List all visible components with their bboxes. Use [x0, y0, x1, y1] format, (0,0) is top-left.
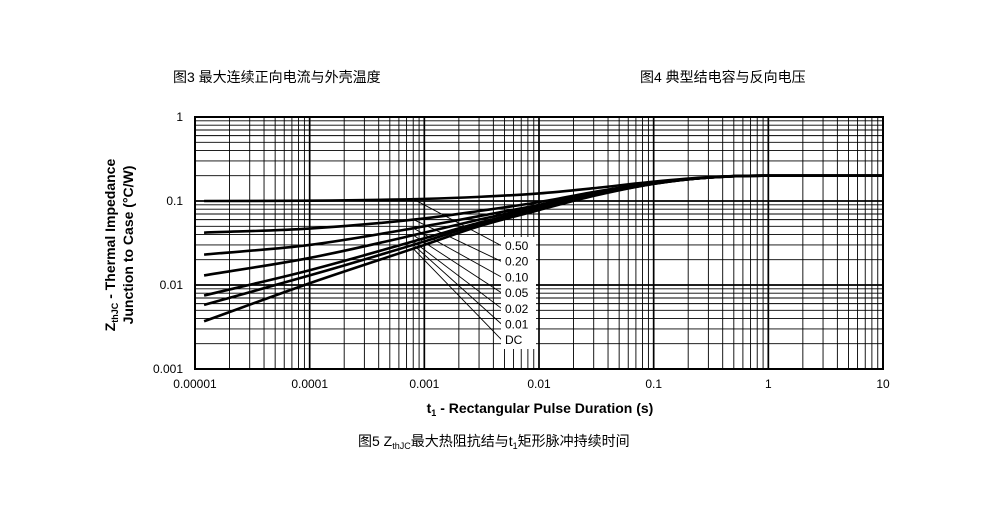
y-tick-label: 0.1	[166, 194, 183, 208]
x-axis-label: t1 - Rectangular Pulse Duration (s)	[427, 400, 654, 418]
series-line-dc	[203, 174, 883, 323]
series-label-0-50: 0.50	[505, 239, 529, 253]
x-tick-label: 1	[765, 377, 772, 391]
y-axis-label-subscript: thJC	[110, 302, 120, 323]
x-tick-label: 10	[876, 377, 890, 391]
series-leader-line-0-02	[412, 241, 503, 310]
series-leader-line-0-50	[413, 198, 503, 247]
x-tick-label: 0.01	[527, 377, 551, 391]
series-line-0-05	[203, 174, 883, 277]
series-label-dc: DC	[505, 333, 523, 347]
x-tick-label: 0.1	[645, 377, 662, 391]
series-label-0-20: 0.20	[505, 255, 529, 269]
y-axis-label-symbol: Z	[102, 322, 118, 331]
x-tick-label: 0.0001	[291, 377, 328, 391]
figure3-heading: 图3 最大连续正向电流与外壳温度	[173, 69, 381, 85]
series-leader-line-0-01	[412, 244, 503, 325]
figure4-heading: 图4 典型结电容与反向电压	[640, 69, 806, 85]
plot-frame	[194, 116, 884, 370]
figure5-caption: 图5 ZthJC最大热阻抗结与t1矩形脉冲持续时间	[358, 432, 630, 452]
series-label-0-02: 0.02	[505, 302, 529, 316]
y-axis-label-text: - Thermal Impedance	[102, 159, 118, 303]
y-tick-label: 0.01	[160, 278, 184, 292]
x-tick-label: 0.00001	[173, 377, 217, 391]
series-curves	[203, 174, 883, 323]
series-line-0-50	[204, 174, 883, 203]
y-axis-label-line2: Junction to Case (°C/W)	[120, 166, 136, 325]
series-leader-line-0-10	[413, 227, 503, 278]
plot-border	[194, 116, 884, 370]
series-label-0-05: 0.05	[505, 286, 529, 300]
y-tick-label: 0.001	[153, 362, 183, 376]
y-tick-label: 1	[176, 110, 183, 124]
y-axis-label: ZthJC - Thermal Impedance	[102, 159, 120, 332]
x-tick-label: 0.001	[409, 377, 439, 391]
caption-middle: 最大热阻抗结与t	[410, 433, 513, 449]
series-leader-line-dc	[412, 248, 503, 341]
x-axis-label-symbol: t	[427, 400, 432, 416]
series-label-0-10: 0.10	[505, 270, 529, 284]
caption-subscript-thjc: thJC	[392, 441, 411, 451]
caption-suffix: 矩形脉冲持续时间	[517, 433, 630, 449]
x-axis-label-subscript: 1	[431, 408, 436, 418]
series-label-0-01: 0.01	[505, 318, 529, 332]
series-line-0-10	[203, 174, 883, 256]
caption-prefix: 图5 Z	[358, 433, 393, 449]
series-label-background	[501, 237, 536, 349]
tick-labels: 0.00001 0.0001 0.001 0.01 0.1 1 10 1 0.1 0.01 0.00…	[153, 110, 890, 391]
grid	[194, 117, 883, 370]
caption-subscript-1: 1	[512, 441, 518, 451]
x-axis-label-text: - Rectangular Pulse Duration (s)	[436, 400, 653, 416]
